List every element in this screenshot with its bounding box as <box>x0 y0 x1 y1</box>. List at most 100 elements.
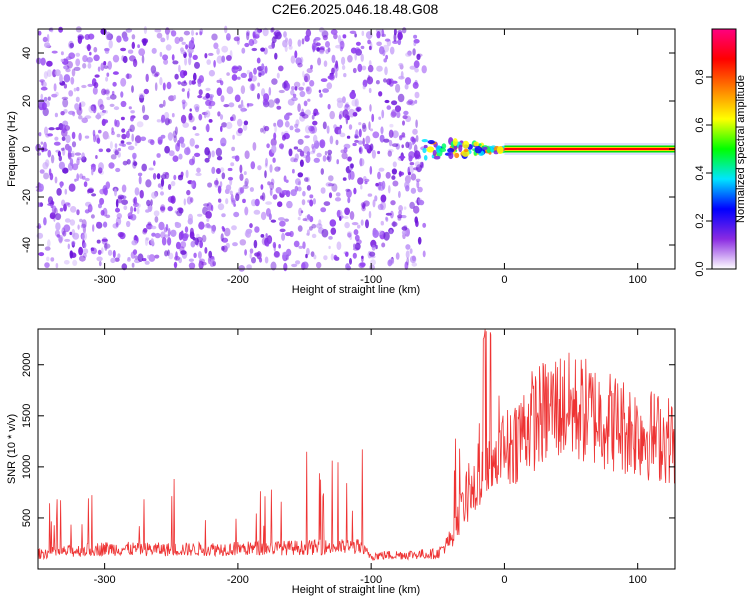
heatmap-cell <box>380 126 384 135</box>
heatmap-cell <box>51 93 58 98</box>
heatmap-cell <box>362 124 367 133</box>
heatmap-cell <box>171 54 175 61</box>
heatmap-cell <box>322 121 327 130</box>
heatmap-cell <box>184 147 191 156</box>
heatmap-cell <box>360 45 365 50</box>
heatmap-cell <box>49 212 56 220</box>
heatmap-cell <box>368 87 372 94</box>
heatmap-cell <box>197 213 203 217</box>
heatmap-cell <box>265 157 268 167</box>
heatmap-cell <box>63 83 67 89</box>
heatmap-cell <box>53 215 56 222</box>
heatmap-cell <box>73 66 81 71</box>
heatmap-cell <box>168 252 174 260</box>
heatmap-cell <box>150 238 154 246</box>
heatmap-cell <box>422 250 426 258</box>
heatmap-cell <box>323 60 328 67</box>
heatmap-cell <box>405 185 410 192</box>
heatmap-cell <box>226 55 232 61</box>
heatmap-cell <box>314 37 321 41</box>
heatmap-cell <box>392 161 397 168</box>
heatmap-cell <box>199 31 203 36</box>
heatmap-cell <box>185 169 189 179</box>
heatmap-cell <box>122 160 128 166</box>
heatmap-cell <box>413 167 419 171</box>
heatmap-cell <box>191 80 196 85</box>
heatmap-cell <box>68 52 76 59</box>
heatmap-blob <box>421 139 428 143</box>
heatmap-cell <box>399 135 403 141</box>
heatmap-cell <box>206 59 211 65</box>
heatmap-cell <box>260 195 264 200</box>
heatmap-cell <box>293 81 301 88</box>
heatmap-cell <box>114 188 117 197</box>
heatmap-cell <box>109 141 113 150</box>
heatmap-cell <box>302 241 306 249</box>
heatmap-cell <box>39 202 44 207</box>
heatmap-cell <box>343 104 351 111</box>
heatmap-cell <box>309 194 314 199</box>
heatmap-cell <box>391 175 396 180</box>
heatmap-cell <box>294 86 298 91</box>
heatmap-cell <box>354 135 359 139</box>
heatmap-cell <box>130 116 134 122</box>
heatmap-cell <box>220 137 227 147</box>
heatmap-cell <box>206 225 213 229</box>
heatmap-cell <box>168 150 175 157</box>
heatmap-cell <box>117 194 125 200</box>
y-tick-label: 40 <box>21 47 33 59</box>
heatmap-cell <box>254 27 261 37</box>
heatmap-cell <box>360 219 364 226</box>
heatmap-cell <box>195 106 200 113</box>
heatmap-cell <box>101 88 107 96</box>
heatmap-cell <box>160 174 167 180</box>
heatmap-cell <box>74 152 82 156</box>
heatmap-cell <box>227 176 234 181</box>
heatmap-cell <box>123 35 129 42</box>
heatmap-cell <box>405 244 411 250</box>
heatmap-cell <box>233 211 240 218</box>
heatmap-cell <box>102 119 109 124</box>
heatmap-cell <box>166 32 169 41</box>
heatmap-blob <box>490 147 494 153</box>
heatmap-cell <box>267 237 272 243</box>
heatmap-cell <box>286 200 293 209</box>
heatmap-cell <box>300 210 304 214</box>
heatmap-cell <box>310 125 318 134</box>
heatmap-cell <box>279 228 286 233</box>
heatmap-cell <box>320 78 328 82</box>
heatmap-cell <box>390 200 396 206</box>
heatmap-cell <box>301 262 306 271</box>
colorbar-tick-label: 0.4 <box>694 165 706 180</box>
heatmap-cell <box>151 232 156 237</box>
heatmap-cell <box>145 73 149 83</box>
heatmap-cell <box>348 124 353 130</box>
heatmap-cell <box>368 210 372 219</box>
heatmap-cell <box>336 159 340 165</box>
heatmap-cell <box>102 131 109 140</box>
heatmap-cell <box>47 133 53 137</box>
x-tick-label: -200 <box>227 574 249 586</box>
heatmap-cell <box>220 233 224 242</box>
heatmap-cell <box>194 152 201 157</box>
heatmap-cell <box>415 119 418 128</box>
heatmap-cell <box>215 147 222 157</box>
heatmap-cell <box>414 68 419 73</box>
heatmap-cell <box>81 152 85 160</box>
heatmap-cell <box>422 222 427 228</box>
heatmap-cell <box>267 99 275 108</box>
heatmap-cell <box>77 34 84 40</box>
heatmap-cell <box>208 119 213 123</box>
heatmap-cell <box>377 150 381 155</box>
heatmap-cell <box>162 99 166 107</box>
heatmap-cell <box>327 103 331 110</box>
heatmap-cell <box>251 47 258 52</box>
y-tick-label: 0 <box>21 146 33 152</box>
heatmap-cell <box>147 254 150 259</box>
heatmap-cell <box>231 74 238 81</box>
heatmap-cell <box>248 38 255 47</box>
heatmap-cell <box>213 42 219 50</box>
heatmap-cell <box>63 65 70 70</box>
heatmap-cell <box>310 251 315 257</box>
heatmap-cell <box>229 190 233 196</box>
